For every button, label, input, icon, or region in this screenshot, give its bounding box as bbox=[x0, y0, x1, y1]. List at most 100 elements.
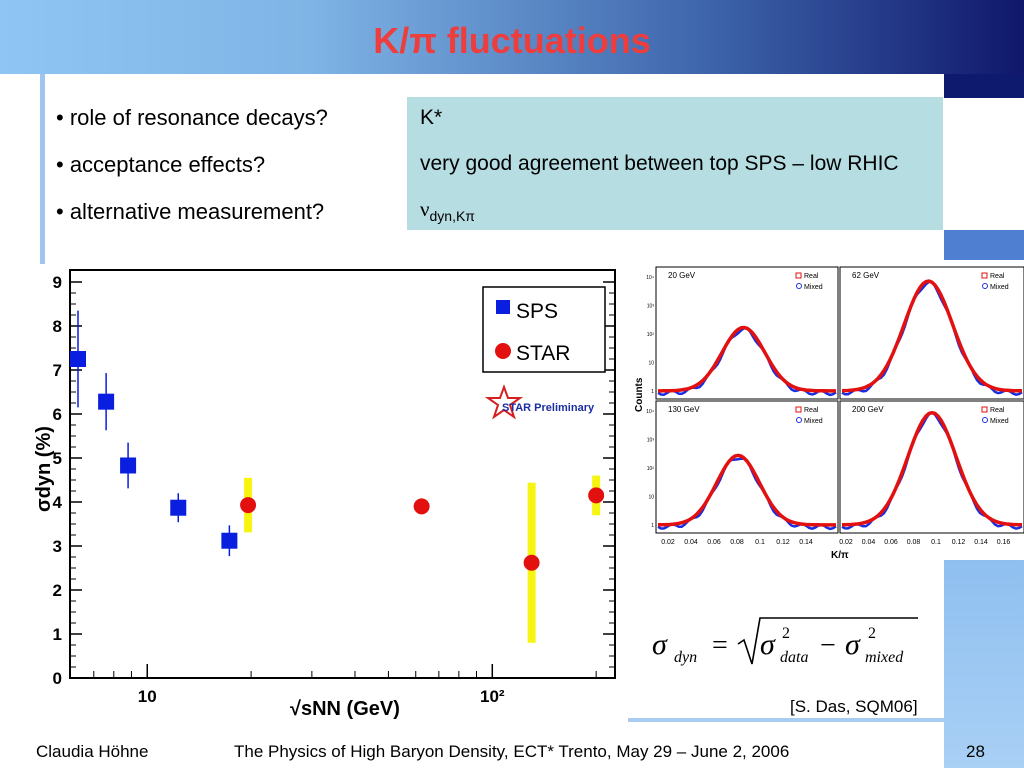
panels-x-label: K/π bbox=[831, 550, 849, 561]
panel-frame bbox=[655, 266, 839, 400]
bullet-item: • alternative measurement? bbox=[56, 199, 325, 224]
panel-x-tick-label: 0.06 bbox=[707, 539, 721, 546]
formula-equals: = bbox=[712, 630, 728, 661]
bullet-item: • role of resonance decays? bbox=[56, 105, 328, 130]
formula-lhs-sub: dyn bbox=[674, 649, 697, 666]
decorative-block bbox=[944, 74, 1024, 98]
legend-mixed-label: Mixed bbox=[990, 284, 1009, 291]
legend-real-icon bbox=[795, 406, 802, 413]
sqrt-sign bbox=[737, 617, 918, 665]
legend-real-label: Real bbox=[990, 407, 1005, 414]
panel-y-tick-label: 10² bbox=[647, 332, 655, 338]
y-axis-label: σdyn (%) bbox=[33, 426, 55, 512]
y-tick-label: 5 bbox=[53, 449, 62, 468]
panel-x-tick-label: 0.1 bbox=[931, 539, 941, 546]
panel-y-tick-label: 10⁴ bbox=[646, 275, 654, 281]
star-point bbox=[588, 487, 605, 504]
legend-real-icon bbox=[981, 272, 988, 279]
panel-x-tick-label: 0.14 bbox=[974, 539, 988, 546]
x-axis-label: √sNN (GeV) bbox=[290, 698, 400, 720]
formula-t2-sup: 2 bbox=[868, 625, 876, 642]
bullet-list: • role of resonance decays? • acceptance… bbox=[56, 105, 328, 246]
info-nu-symbol: νdyn,Kπ bbox=[420, 197, 475, 224]
legend-mixed-icon bbox=[982, 283, 988, 289]
legend-mixed-label: Mixed bbox=[990, 418, 1009, 425]
real-curve bbox=[658, 453, 836, 527]
panel-x-tick-label: 0.1 bbox=[755, 539, 765, 546]
panel-y-tick-label: 10² bbox=[647, 466, 655, 472]
info-line: K* bbox=[420, 106, 443, 129]
panel-y-tick-label: 10 bbox=[648, 495, 654, 501]
bullet-item: • acceptance effects? bbox=[56, 152, 266, 177]
formula-lhs: σ bbox=[652, 628, 668, 661]
real-curve bbox=[841, 279, 1022, 393]
legend-marker-star bbox=[495, 343, 511, 359]
panel-x-tick-label: 0.04 bbox=[862, 539, 876, 546]
legend-mixed-icon bbox=[982, 417, 988, 423]
real-curve bbox=[658, 325, 836, 393]
nu-subscript: dyn,Kπ bbox=[429, 208, 475, 225]
panel-x-tick-label: 0.16 bbox=[997, 539, 1011, 546]
formula-t1-sup: 2 bbox=[782, 625, 790, 642]
citation: [S. Das, SQM06] bbox=[790, 697, 918, 716]
panel-x-tick-label: 0.04 bbox=[684, 539, 698, 546]
panel-x-tick-label: 0.02 bbox=[839, 539, 853, 546]
panel-x-tick-label: 0.12 bbox=[952, 539, 966, 546]
y-tick-label: 7 bbox=[53, 361, 62, 380]
panel-label: 20 GeV bbox=[668, 271, 696, 280]
formula-t1-sub: data bbox=[780, 649, 808, 666]
legend-real-label: Real bbox=[804, 273, 819, 280]
x-tick-label: 10 bbox=[138, 687, 157, 706]
legend-mixed-label: Mixed bbox=[804, 284, 823, 291]
y-tick-label: 1 bbox=[53, 625, 62, 644]
y-tick-label: 0 bbox=[53, 669, 62, 688]
sps-point bbox=[70, 351, 86, 367]
formula-t1: σ bbox=[760, 628, 776, 661]
panels-y-label: Counts bbox=[634, 377, 645, 412]
decorative-block bbox=[944, 230, 1024, 260]
legend-label-sps: SPS bbox=[516, 300, 558, 323]
sps-point bbox=[98, 393, 115, 410]
legend-marker-sps bbox=[496, 300, 510, 314]
panel-y-tick-label: 10³ bbox=[647, 438, 655, 444]
decorative-line bbox=[628, 718, 948, 722]
panel-frame bbox=[839, 400, 1024, 534]
star-point bbox=[413, 498, 430, 515]
footer-page-number: 28 bbox=[966, 742, 985, 761]
y-tick-label: 3 bbox=[53, 537, 62, 556]
panel-frame bbox=[655, 400, 839, 534]
legend-mixed-icon bbox=[796, 283, 802, 289]
watermark-text: STAR Preliminary bbox=[502, 402, 595, 414]
panel-label: 200 GeV bbox=[852, 405, 884, 414]
legend-label-star: STAR bbox=[516, 342, 570, 365]
decorative-block bbox=[944, 560, 1024, 768]
title-bar bbox=[0, 0, 1024, 74]
sigma-formula: σ dyn = σ 2 data − σ 2 mixed bbox=[652, 617, 918, 666]
panel-x-tick-label: 0.02 bbox=[661, 539, 675, 546]
slide-title: K/π fluctuations bbox=[373, 20, 651, 61]
panel-x-tick-label: 0.14 bbox=[799, 539, 813, 546]
x-tick-label: 10² bbox=[480, 687, 505, 706]
y-tick-label: 9 bbox=[53, 273, 62, 292]
sps-point bbox=[221, 532, 238, 549]
legend-mixed-icon bbox=[796, 417, 802, 423]
info-box: K* very good agreement between top SPS –… bbox=[407, 97, 943, 230]
panel-y-tick-label: 10³ bbox=[647, 304, 655, 310]
legend-mixed-label: Mixed bbox=[804, 418, 823, 425]
footer-author: Claudia Höhne bbox=[36, 742, 149, 761]
y-tick-label: 6 bbox=[53, 405, 62, 424]
star-point bbox=[240, 497, 257, 514]
panel-x-tick-label: 0.12 bbox=[776, 539, 790, 546]
panel-y-tick-label: 10 bbox=[648, 361, 654, 367]
panel-y-tick-label: 10⁴ bbox=[646, 409, 654, 415]
y-tick-label: 2 bbox=[53, 581, 62, 600]
footer-event: The Physics of High Baryon Density, ECT*… bbox=[234, 742, 790, 761]
panel-label: 62 GeV bbox=[852, 271, 880, 280]
panel-frame bbox=[839, 266, 1024, 400]
panel-x-tick-label: 0.06 bbox=[884, 539, 898, 546]
panel-y-tick-label: 1 bbox=[651, 389, 654, 395]
legend-real-icon bbox=[795, 272, 802, 279]
decorative-bar bbox=[40, 74, 45, 264]
star-logo-icon bbox=[484, 384, 524, 420]
panel-x-tick-label: 0.08 bbox=[907, 539, 921, 546]
